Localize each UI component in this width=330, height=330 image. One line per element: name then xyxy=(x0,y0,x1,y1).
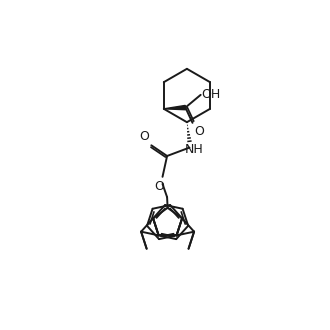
Text: O: O xyxy=(154,180,164,193)
Text: O: O xyxy=(194,125,204,138)
Text: NH: NH xyxy=(185,143,203,155)
Text: O: O xyxy=(139,130,149,143)
Text: OH: OH xyxy=(202,88,221,101)
Polygon shape xyxy=(164,105,185,110)
